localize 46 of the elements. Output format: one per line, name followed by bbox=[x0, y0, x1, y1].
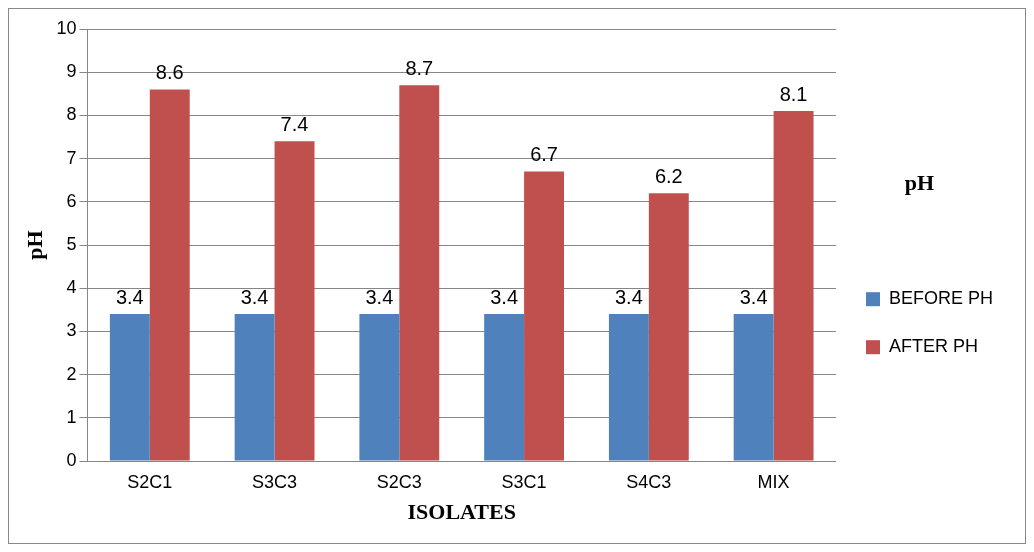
x-tick-label: S4C3 bbox=[626, 471, 672, 492]
y-tick-label: 4 bbox=[66, 277, 77, 298]
data-label: 6.7 bbox=[530, 143, 558, 166]
data-label: 6.2 bbox=[654, 164, 683, 187]
data-label: 7.4 bbox=[280, 112, 309, 135]
bar bbox=[234, 314, 275, 461]
bar bbox=[773, 111, 814, 461]
data-label: 3.4 bbox=[490, 285, 519, 308]
bar bbox=[733, 314, 774, 461]
data-label: 8.7 bbox=[405, 56, 434, 79]
bar bbox=[399, 85, 440, 461]
y-tick-label: 3 bbox=[66, 320, 77, 341]
legend-label: AFTER PH bbox=[888, 336, 978, 357]
y-tick-label: 10 bbox=[56, 17, 77, 38]
y-tick-label: 8 bbox=[66, 104, 77, 125]
x-tick-label: S3C1 bbox=[501, 471, 547, 492]
x-tick-label: S3C3 bbox=[252, 471, 298, 492]
data-label: 3.4 bbox=[739, 285, 768, 308]
y-tick-label: 2 bbox=[66, 363, 77, 384]
data-label: 3.4 bbox=[240, 285, 269, 308]
bar bbox=[648, 193, 689, 461]
x-axis-title: ISOLATES bbox=[407, 499, 516, 525]
bar bbox=[608, 314, 649, 461]
data-label: 3.4 bbox=[365, 285, 394, 308]
data-label: 8.1 bbox=[779, 82, 808, 105]
y-tick-label: 9 bbox=[66, 61, 77, 82]
y-tick-label: 7 bbox=[66, 147, 77, 168]
y-tick-label: 6 bbox=[66, 190, 77, 211]
bar bbox=[484, 314, 525, 461]
y-tick-label: 0 bbox=[66, 449, 77, 470]
legend-title: pH bbox=[904, 170, 935, 196]
bar bbox=[524, 171, 565, 461]
bar bbox=[359, 314, 400, 461]
data-label: 8.6 bbox=[155, 61, 184, 83]
y-tick-label: 5 bbox=[66, 233, 77, 254]
bar bbox=[109, 314, 150, 461]
data-label: 3.4 bbox=[614, 285, 643, 308]
bar bbox=[149, 89, 190, 461]
bar bbox=[274, 141, 315, 461]
x-tick-label: MIX bbox=[757, 471, 790, 492]
y-axis-title: pH bbox=[21, 230, 47, 260]
data-label: 3.4 bbox=[115, 285, 144, 308]
y-tick-label: 1 bbox=[66, 406, 77, 427]
legend-label: BEFORE PH bbox=[888, 288, 994, 309]
x-tick-label: S2C3 bbox=[376, 471, 422, 492]
x-tick-label: S2C1 bbox=[127, 471, 173, 492]
